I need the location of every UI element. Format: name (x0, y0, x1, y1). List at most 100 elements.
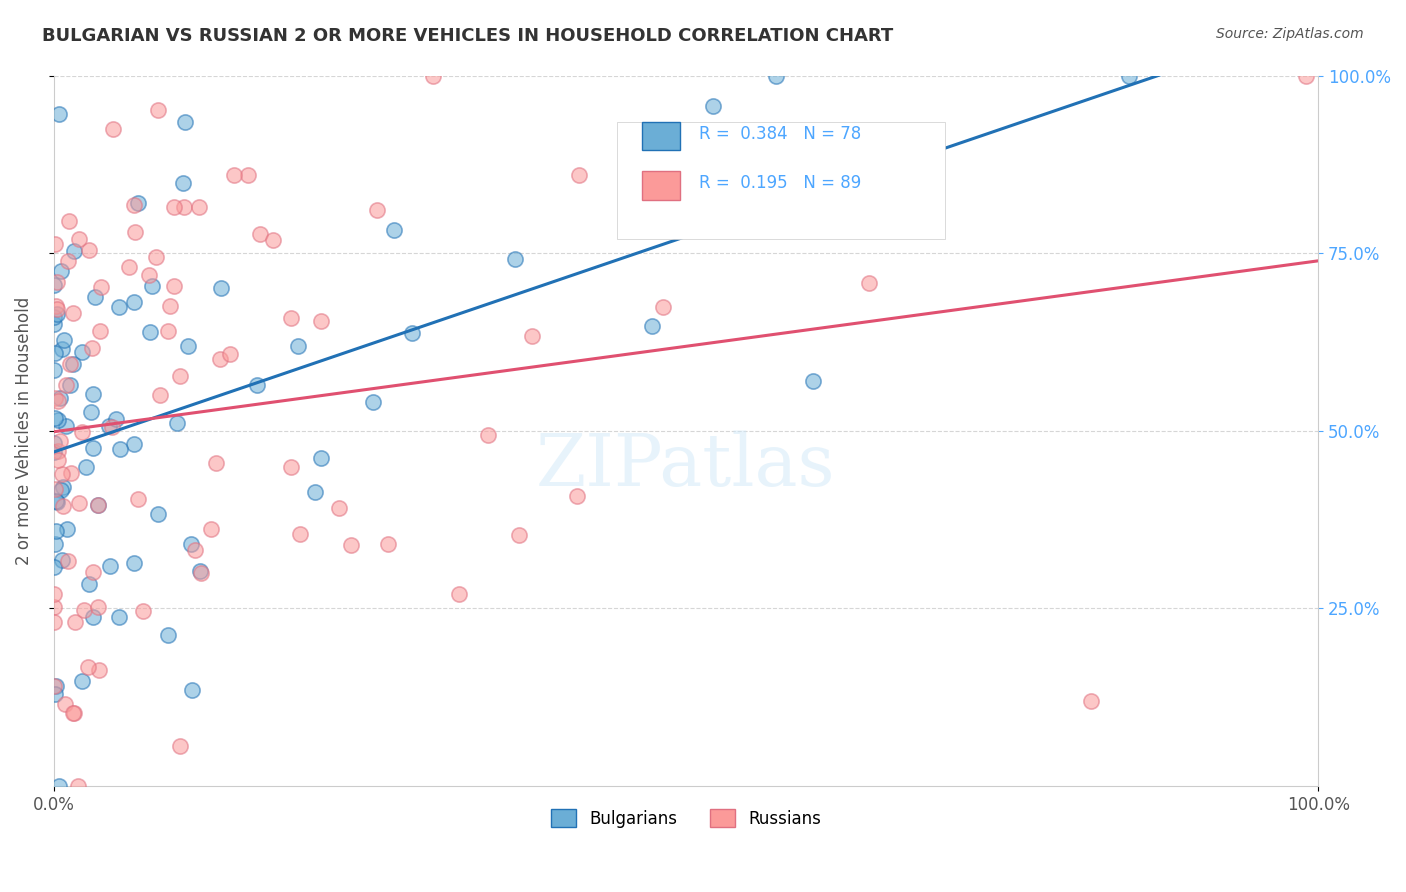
Bulgarians (49, 391, 72, 405)
Bulgarians (55, 522, 77, 536)
Russians (187, 200, 209, 214)
Russians (60, 466, 83, 480)
Bulgarians (44, 363, 66, 377)
Bulgarians (75, 460, 97, 475)
Bar (641, 171, 679, 200)
Bulgarians (82, 387, 104, 401)
Bulgarians (84, 289, 107, 303)
Bulgarians (141, 279, 163, 293)
Bulgarians (45, 679, 67, 693)
Bulgarians (51, 343, 73, 357)
Bulgarians (42, 444, 65, 458)
Russians (86, 599, 108, 614)
Bulgarians (63, 244, 86, 258)
Russians (200, 522, 222, 536)
Russians (508, 528, 530, 542)
Bulgarians (401, 326, 423, 340)
Russians (477, 428, 499, 442)
Russians (53, 697, 76, 711)
Bulgarians (765, 69, 787, 83)
Russians (62, 306, 84, 320)
Bulgarians (82, 442, 104, 456)
Russians (77, 243, 100, 257)
Russians (62, 706, 84, 720)
Russians (59, 357, 82, 371)
Russians (422, 69, 444, 83)
Russians (163, 279, 186, 293)
Bulgarians (46, 495, 69, 509)
Bulgarians (42, 310, 65, 324)
Bulgarians (801, 374, 824, 388)
Russians (159, 299, 181, 313)
Bulgarians (122, 436, 145, 450)
Bulgarians (49, 264, 72, 278)
Russians (138, 268, 160, 283)
Russians (45, 275, 67, 289)
Russians (565, 489, 588, 503)
Bulgarians (49, 483, 72, 497)
Russians (162, 200, 184, 214)
Bulgarians (45, 307, 67, 321)
Russians (89, 324, 111, 338)
Russians (132, 604, 155, 618)
Russians (101, 420, 124, 434)
Russians (328, 500, 350, 515)
Russians (1080, 693, 1102, 707)
Bulgarians (44, 687, 66, 701)
Bulgarians (44, 346, 66, 360)
Russians (82, 565, 104, 579)
Bulgarians (77, 576, 100, 591)
Russians (117, 260, 139, 275)
Russians (80, 341, 103, 355)
Bulgarians (1118, 69, 1140, 83)
Text: R =  0.195   N = 89: R = 0.195 N = 89 (699, 175, 860, 193)
Bulgarians (80, 405, 103, 419)
Bulgarians (761, 150, 783, 164)
Russians (236, 168, 259, 182)
Bulgarians (304, 485, 326, 500)
Russians (288, 527, 311, 541)
Bulgarians (42, 278, 65, 293)
Russians (1295, 69, 1317, 83)
Russians (58, 254, 80, 268)
Bulgarians (42, 435, 65, 450)
Bulgarians (52, 334, 75, 348)
Russians (73, 603, 96, 617)
Russians (44, 679, 66, 693)
Bulgarians (48, 107, 70, 121)
Russians (44, 236, 66, 251)
Russians (67, 496, 90, 510)
Bulgarians (503, 252, 526, 266)
Bulgarians (287, 339, 309, 353)
Bulgarians (188, 564, 211, 578)
Bulgarians (70, 344, 93, 359)
Russians (169, 739, 191, 754)
Russians (122, 198, 145, 212)
Bulgarians (720, 218, 742, 232)
Russians (58, 214, 80, 228)
Russians (44, 391, 66, 405)
Bulgarians (52, 480, 75, 494)
Bar (641, 121, 679, 150)
Bulgarians (382, 223, 405, 237)
Russians (208, 351, 231, 366)
Russians (56, 553, 79, 567)
Bulgarians (146, 507, 169, 521)
Russians (377, 537, 399, 551)
Russians (77, 660, 100, 674)
Russians (127, 492, 149, 507)
Bulgarians (55, 418, 77, 433)
Bulgarians (48, 779, 70, 793)
Russians (51, 467, 73, 481)
Russians (146, 103, 169, 117)
Russians (224, 169, 246, 183)
Bulgarians (107, 610, 129, 624)
Bulgarians (172, 176, 194, 190)
Russians (72, 425, 94, 439)
Russians (87, 498, 110, 512)
Russians (366, 203, 388, 218)
Bulgarians (108, 300, 131, 314)
Bulgarians (124, 556, 146, 570)
Russians (157, 324, 180, 338)
Bulgarians (44, 536, 66, 550)
